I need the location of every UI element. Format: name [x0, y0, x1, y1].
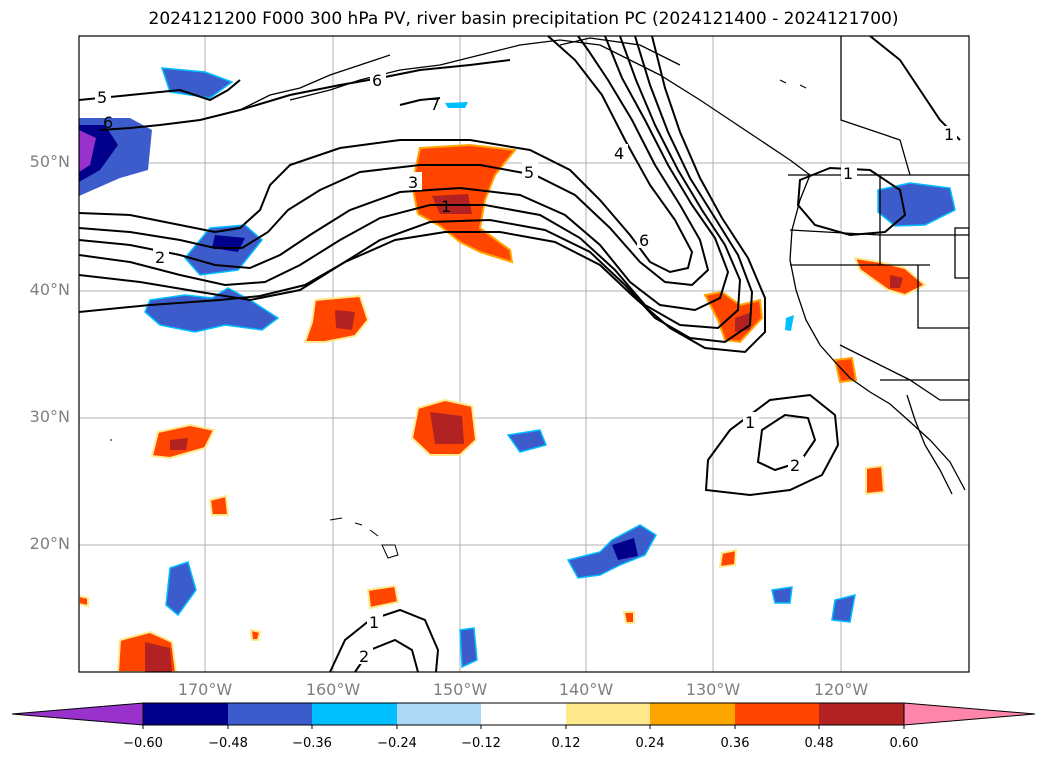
- pv-label: 1: [944, 125, 954, 144]
- precip-neg-area: [877, 182, 956, 227]
- precip-pos-core: [335, 310, 355, 330]
- colorbar-tick: 0.12: [551, 736, 581, 751]
- precip-pos-core: [890, 275, 903, 288]
- lat-label-40n: 40°N: [29, 280, 70, 299]
- pv-label: 1: [745, 413, 755, 432]
- lat-label-20n: 20°N: [29, 534, 70, 553]
- colorbar-segment: [143, 703, 228, 725]
- lon-label-120w: 120°W: [813, 680, 869, 699]
- pv-contours: [79, 36, 961, 672]
- precip-neg-max: [79, 130, 96, 172]
- precip-neg-area: [831, 593, 856, 623]
- colorbar-tick: 0.48: [804, 736, 834, 751]
- border-canada-prov: [840, 36, 911, 176]
- pv-contour-2-sub: [756, 413, 817, 472]
- pv-label: 1: [843, 164, 853, 183]
- colorbar-segment: [566, 703, 650, 725]
- precip-pos-area: [833, 356, 858, 384]
- pv-label: 1: [369, 613, 379, 632]
- lon-label-150w: 150°W: [432, 680, 488, 699]
- precip-pos-area: [865, 464, 886, 496]
- colorbar-tick: 0.24: [635, 736, 665, 751]
- map-frame: [78, 35, 970, 673]
- pv-label: 5: [97, 88, 107, 107]
- colorbar-segment: [650, 703, 735, 725]
- pv-contour-5: [79, 79, 241, 102]
- colorbar-segment: [735, 703, 819, 725]
- precip-pos-area: [79, 594, 89, 608]
- lat-label-30n: 30°N: [29, 407, 70, 426]
- colorbar-tick: −0.24: [377, 736, 417, 751]
- colorbar-segment: [397, 703, 481, 725]
- map-title: 2024121200 F000 300 hPa PV, river basin …: [148, 9, 899, 29]
- pv-label: 4: [614, 144, 624, 163]
- colorbar-tick: 0.36: [720, 736, 750, 751]
- pv-label: 2: [155, 248, 165, 267]
- colorbar-tick: −0.48: [208, 736, 248, 751]
- precip-pos-core: [145, 642, 172, 672]
- precip-pos-core: [170, 438, 188, 450]
- islands: [110, 79, 807, 559]
- colorbar-segment: [312, 703, 397, 725]
- precip-pos-area: [622, 611, 635, 624]
- pv-contour-labels: 5 6 6 7 3 5 1 2 4 6 1 1 2 1: [95, 70, 957, 666]
- precip-neg-area: [771, 586, 793, 604]
- precip-pos-core: [430, 412, 464, 444]
- pv-label: 6: [639, 231, 649, 250]
- lon-label-130w: 130°W: [685, 680, 741, 699]
- pv-contour-1-sub: [704, 393, 840, 497]
- precip-neg-area: [506, 429, 548, 453]
- pv-label: 6: [372, 71, 382, 90]
- colorbar-extend-min: [11, 702, 144, 726]
- lon-label-140w: 140°W: [558, 680, 614, 699]
- precip-pos-area: [249, 628, 262, 641]
- pv-label: 7: [430, 95, 440, 114]
- colorbar-frame: [142, 702, 905, 726]
- precip-neg-area: [165, 561, 197, 617]
- colorbar: [11, 702, 1036, 729]
- precip-neg-core: [612, 538, 638, 560]
- alaska-coast: [239, 54, 391, 111]
- colorbar-tick: 0.60: [889, 736, 919, 751]
- pv-label: 2: [790, 456, 800, 475]
- precip-neg-area: [445, 102, 468, 108]
- colorbar-tick: −0.12: [461, 736, 501, 751]
- precip-neg-area: [459, 627, 478, 669]
- colorbar-segment: [481, 703, 566, 725]
- colorbar-extend-max: [903, 702, 1036, 726]
- map-background: [79, 36, 969, 672]
- colorbar-segment: [228, 703, 312, 725]
- pv-contour-7: [399, 97, 441, 106]
- pv-label: 3: [408, 173, 418, 192]
- pv-label: 5: [524, 163, 534, 182]
- precip-pos-area: [208, 494, 230, 516]
- pv-contour-6: [99, 59, 511, 131]
- precip-shading: [79, 67, 956, 672]
- pv-label: 1: [441, 197, 451, 216]
- pv-label: 6: [103, 113, 113, 132]
- colorbar-tick: −0.36: [292, 736, 332, 751]
- precip-pos-area: [718, 548, 738, 569]
- lon-label-170w: 170°W: [177, 680, 233, 699]
- lat-label-50n: 50°N: [29, 152, 70, 171]
- lon-label-160w: 160°W: [305, 680, 361, 699]
- colorbar-segment: [819, 703, 904, 725]
- precip-pos-area: [366, 584, 400, 610]
- precip-neg-area: [785, 315, 794, 331]
- colorbar-tick: −0.60: [123, 736, 163, 751]
- pv-contour-1-sw: [329, 608, 440, 672]
- pv-label: 2: [359, 647, 369, 666]
- border-states: [789, 175, 969, 401]
